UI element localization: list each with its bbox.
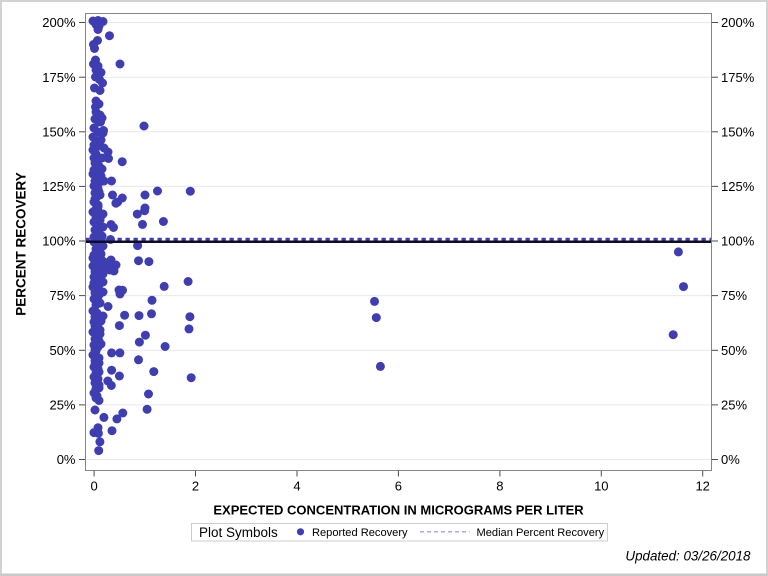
svg-text:25%: 25% <box>49 398 75 413</box>
svg-text:EXPECTED CONCENTRATION IN MICR: EXPECTED CONCENTRATION IN MICROGRAMS PER… <box>213 503 584 518</box>
svg-text:Updated: 03/26/2018: Updated: 03/26/2018 <box>625 549 751 564</box>
svg-text:50%: 50% <box>721 343 747 358</box>
svg-text:200%: 200% <box>42 15 76 30</box>
svg-text:100%: 100% <box>721 234 755 249</box>
svg-text:200%: 200% <box>721 15 755 30</box>
svg-text:6: 6 <box>395 479 402 494</box>
svg-text:125%: 125% <box>42 179 76 194</box>
svg-text:150%: 150% <box>721 124 755 139</box>
svg-text:PERCENT RECOVERY: PERCENT RECOVERY <box>14 172 29 316</box>
svg-text:12: 12 <box>695 479 709 494</box>
svg-text:175%: 175% <box>721 70 755 85</box>
svg-text:0%: 0% <box>721 452 740 467</box>
svg-text:Plot Symbols: Plot Symbols <box>199 525 278 540</box>
svg-text:75%: 75% <box>721 288 747 303</box>
svg-text:0%: 0% <box>57 452 76 467</box>
svg-text:75%: 75% <box>49 288 75 303</box>
svg-text:50%: 50% <box>49 343 75 358</box>
svg-text:0: 0 <box>90 479 97 494</box>
svg-text:175%: 175% <box>42 70 76 85</box>
svg-text:4: 4 <box>293 479 300 494</box>
svg-text:25%: 25% <box>721 398 747 413</box>
svg-text:2: 2 <box>192 479 199 494</box>
svg-text:150%: 150% <box>42 124 76 139</box>
svg-text:100%: 100% <box>42 234 76 249</box>
svg-text:Median Percent Recovery: Median Percent Recovery <box>477 527 605 539</box>
svg-text:Reported Recovery: Reported Recovery <box>312 527 408 539</box>
svg-text:8: 8 <box>496 479 503 494</box>
svg-text:10: 10 <box>594 479 608 494</box>
svg-text:125%: 125% <box>721 179 755 194</box>
